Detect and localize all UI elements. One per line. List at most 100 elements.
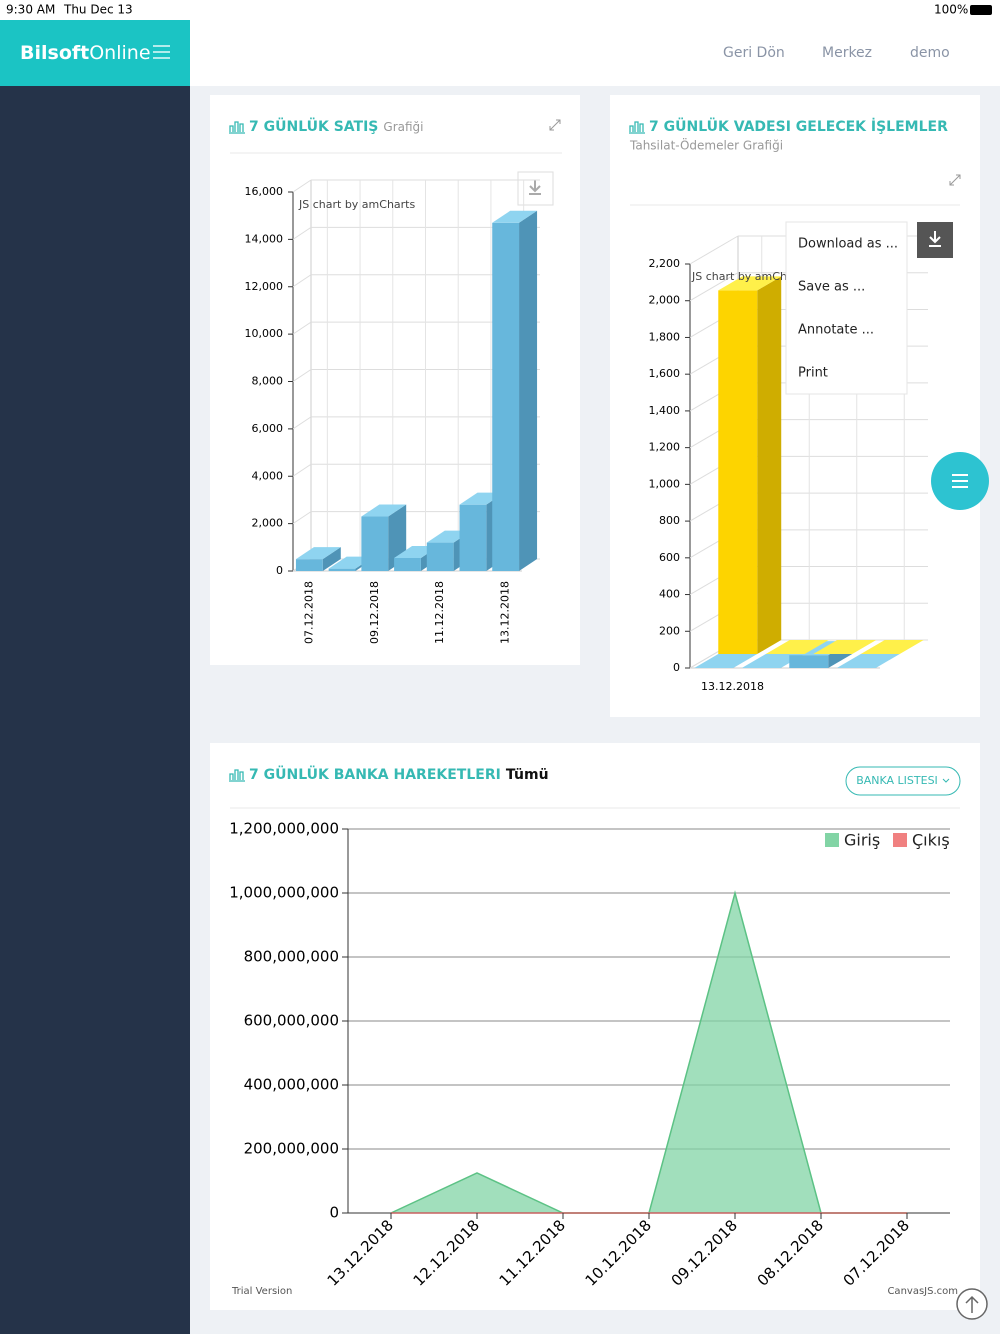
download-icon: [529, 180, 541, 195]
bar: [295, 559, 323, 571]
grid-line: [689, 272, 739, 302]
legend-label: Çıkış: [912, 831, 950, 850]
grid-line: [689, 235, 739, 265]
grid-line: [292, 463, 312, 477]
nav-center[interactable]: Merkez: [822, 45, 872, 61]
legend-swatch: [825, 833, 839, 847]
nav-user[interactable]: demo: [910, 45, 950, 61]
bar-side: [322, 547, 341, 571]
y-tick-label: 1,200,000,000: [229, 820, 339, 838]
y-tick-label: 0: [276, 564, 283, 577]
chart-icon: [629, 121, 645, 134]
bar: [394, 557, 421, 571]
bar-top: [741, 654, 805, 668]
export-menu: [785, 221, 908, 395]
chart-subtitle: Tümü: [506, 767, 549, 783]
expand-icon[interactable]: [949, 174, 961, 186]
fab-icon: [952, 474, 968, 488]
bar: [361, 516, 389, 571]
y-tick-label: 1,800: [649, 330, 681, 343]
chart-credit: JS chart by amCharts: [298, 198, 415, 211]
bar: [426, 542, 454, 571]
chart-credit: JS chart by amCharts: [691, 270, 808, 283]
panel: [210, 743, 980, 1310]
x-tick-label: 07.12.2018: [302, 581, 315, 644]
x-tick-label: 11.12.2018: [433, 581, 446, 644]
legend-swatch: [893, 833, 907, 847]
title-text: 7 GÜNLÜK SATIŞ: [249, 117, 378, 135]
footer-note: Trial Version: [231, 1286, 292, 1297]
status-date: Thu Dec 13: [63, 3, 133, 17]
y-tick-label: 2,000: [252, 517, 284, 530]
status-bar: [0, 0, 1000, 20]
title-text: 7 GÜNLÜK BANKA HAREKETLERI: [249, 765, 501, 783]
area: [391, 893, 907, 1213]
chart-icon: [229, 769, 245, 782]
grid-line: [292, 226, 312, 240]
caret: [942, 778, 950, 783]
bar: [718, 290, 758, 654]
y-tick-label: 16,000: [245, 185, 284, 198]
grid-line: [292, 179, 312, 193]
bar-top: [718, 276, 782, 291]
status-time: 9:30 AM: [6, 3, 55, 17]
x-tick-label: 09.12.2018: [368, 581, 381, 644]
expand-icon[interactable]: [549, 119, 561, 131]
y-tick-label: 400,000,000: [244, 1076, 339, 1094]
bank-list-button[interactable]: [845, 766, 961, 796]
grid-line: [292, 416, 312, 430]
brand: BilsoftOnline: [20, 42, 151, 64]
bar-top: [361, 504, 407, 517]
chart-subtitle: Grafiği: [383, 120, 423, 134]
y-tick-label: 400: [659, 588, 680, 601]
chart-title: 7 GÜNLÜK VADESI GELECEK İŞLEMLER: [649, 117, 948, 135]
y-tick-label: 800: [659, 514, 680, 527]
y-tick-label: 2,000: [649, 294, 681, 307]
chart-subtitle: Tahsilat-Ödemeler Grafiği: [629, 137, 783, 153]
y-tick-label: 10,000: [245, 327, 284, 340]
grid-line: [292, 321, 312, 335]
bar-top: [694, 654, 758, 668]
y-tick-label: 200,000,000: [244, 1140, 339, 1158]
x-tick-label: 13.12.2018: [499, 581, 512, 644]
legend-label: Giriş: [844, 831, 880, 850]
footer-note: CanvasJS.com: [887, 1286, 958, 1297]
y-tick-label: 14,000: [245, 232, 284, 245]
bar-top: [813, 640, 877, 654]
y-tick-label: 1,200: [649, 441, 681, 454]
chart-title: 7 GÜNLÜK BANKA HAREKETLERI Tümü: [249, 765, 549, 783]
menu-toggle[interactable]: [153, 45, 170, 59]
bar-side: [519, 210, 538, 571]
title-text: 7 GÜNLÜK VADESI GELECEK İŞLEMLER: [649, 117, 948, 135]
y-tick-label: 0: [673, 661, 680, 674]
menu-item[interactable]: Save as ...: [798, 280, 865, 295]
bar-top: [765, 640, 829, 654]
y-tick-label: 6,000: [252, 422, 284, 435]
chart-title: 7 GÜNLÜK SATIŞ Grafiği: [249, 117, 424, 135]
panel: [610, 95, 980, 717]
y-tick-label: 1,400: [649, 404, 681, 417]
chart-icon: [229, 121, 245, 134]
menu-item[interactable]: Download as ...: [798, 237, 898, 252]
bank-list-label[interactable]: BANKA LISTESI: [856, 774, 938, 787]
y-tick-label: 4,000: [252, 469, 284, 482]
nav-back[interactable]: Geri Dön: [723, 45, 785, 61]
bar-side: [757, 276, 782, 654]
y-tick-label: 8,000: [252, 375, 284, 388]
bar-top: [836, 654, 900, 668]
y-tick-label: 1,000,000,000: [229, 884, 339, 902]
overlay: Download as ... Save as ... Annotate ...…: [785, 221, 989, 1320]
bar: [328, 568, 356, 571]
y-tick-label: 0: [329, 1204, 339, 1222]
menu-item[interactable]: Print: [798, 366, 828, 381]
status-battery: 100%: [934, 3, 968, 17]
grid-line: [292, 274, 312, 288]
y-tick-label: 1,600: [649, 367, 681, 380]
bar: [492, 222, 520, 571]
y-tick-label: 800,000,000: [244, 948, 339, 966]
y-tick-label: 2,200: [649, 257, 681, 270]
menu-item[interactable]: Annotate ...: [798, 323, 874, 338]
bar-top: [860, 640, 924, 654]
brand-bar: [0, 20, 190, 86]
